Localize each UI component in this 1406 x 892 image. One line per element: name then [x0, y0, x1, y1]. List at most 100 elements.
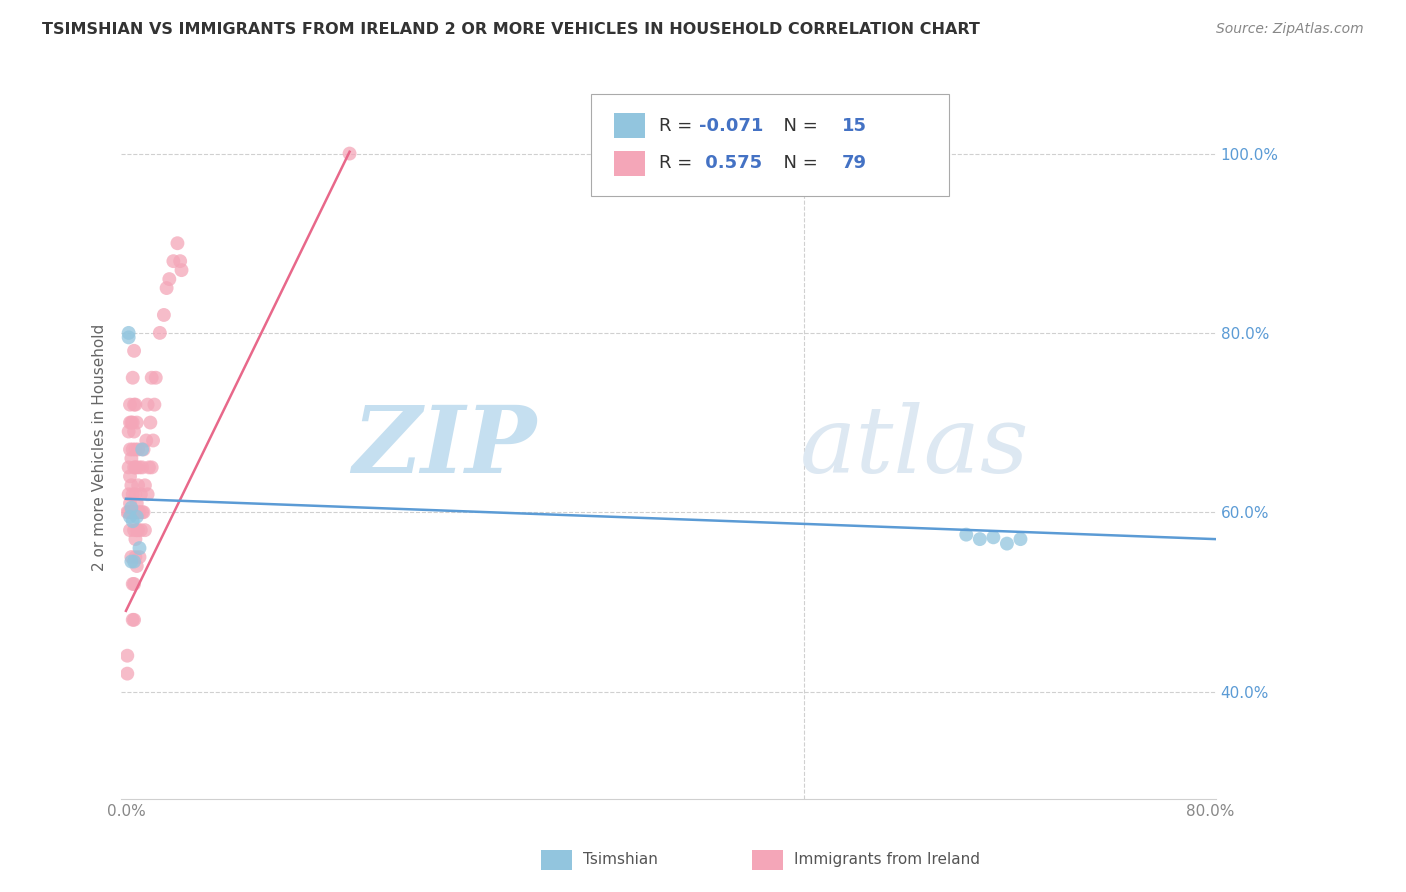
Point	[117, 648, 139, 663]
Point	[128, 541, 150, 555]
Text: TSIMSHIAN VS IMMIGRANTS FROM IRELAND 2 OR MORE VEHICLES IN HOUSEHOLD CORRELATION: TSIMSHIAN VS IMMIGRANTS FROM IRELAND 2 O…	[42, 22, 980, 37]
Point	[118, 487, 141, 501]
Point	[121, 487, 143, 501]
Text: 79: 79	[842, 154, 868, 172]
Point	[125, 559, 148, 574]
Point	[118, 398, 141, 412]
Point	[121, 577, 143, 591]
Y-axis label: 2 or more Vehicles in Household: 2 or more Vehicles in Household	[93, 324, 107, 571]
Point	[127, 442, 149, 457]
Point	[969, 532, 991, 546]
Text: Tsimshian: Tsimshian	[583, 853, 658, 867]
Point	[128, 550, 150, 565]
Point	[120, 505, 142, 519]
Point	[134, 523, 156, 537]
Point	[131, 442, 153, 457]
Point	[118, 326, 141, 340]
Point	[117, 666, 139, 681]
Point	[128, 460, 150, 475]
Point	[339, 146, 361, 161]
Point	[118, 425, 141, 439]
Point	[127, 523, 149, 537]
Point	[118, 416, 141, 430]
Text: Immigrants from Ireland: Immigrants from Ireland	[794, 853, 980, 867]
Point	[118, 330, 141, 344]
Point	[169, 254, 191, 268]
Point	[166, 236, 188, 251]
Point	[139, 416, 162, 430]
Point	[118, 496, 141, 510]
Point	[124, 442, 146, 457]
Point	[121, 514, 143, 528]
Point	[120, 550, 142, 565]
Point	[121, 416, 143, 430]
Point	[122, 577, 145, 591]
Point	[120, 555, 142, 569]
Point	[124, 532, 146, 546]
Point	[141, 460, 163, 475]
Text: -0.071: -0.071	[699, 117, 763, 135]
Point	[118, 442, 141, 457]
Point	[132, 505, 155, 519]
Point	[120, 451, 142, 466]
Point	[121, 613, 143, 627]
Point	[118, 509, 141, 524]
Point	[983, 530, 1005, 544]
Text: ZIP: ZIP	[353, 402, 537, 492]
Text: 0.575: 0.575	[699, 154, 762, 172]
Point	[125, 523, 148, 537]
Point	[124, 398, 146, 412]
Point	[122, 343, 145, 358]
Text: 15: 15	[842, 117, 868, 135]
Point	[125, 416, 148, 430]
Point	[122, 555, 145, 569]
Point	[995, 536, 1018, 550]
Point	[122, 460, 145, 475]
Point	[132, 442, 155, 457]
Point	[124, 487, 146, 501]
Point	[142, 434, 165, 448]
Point	[125, 496, 148, 510]
Point	[118, 505, 141, 519]
Point	[1010, 532, 1032, 546]
Text: N =: N =	[772, 117, 824, 135]
Point	[122, 505, 145, 519]
Point	[136, 487, 159, 501]
Point	[955, 527, 977, 541]
Point	[136, 398, 159, 412]
Point	[138, 460, 160, 475]
Point	[127, 478, 149, 492]
Text: R =: R =	[659, 154, 699, 172]
Point	[149, 326, 172, 340]
Point	[153, 308, 176, 322]
Point	[118, 469, 141, 483]
Text: N =: N =	[772, 154, 824, 172]
Point	[134, 478, 156, 492]
Point	[121, 442, 143, 457]
Point	[155, 281, 177, 295]
Point	[128, 505, 150, 519]
Point	[122, 425, 145, 439]
Point	[120, 500, 142, 515]
Text: R =: R =	[659, 117, 699, 135]
Point	[125, 509, 148, 524]
Point	[129, 523, 152, 537]
Point	[125, 460, 148, 475]
Text: Source: ZipAtlas.com: Source: ZipAtlas.com	[1216, 22, 1364, 37]
Point	[121, 505, 143, 519]
Point	[124, 460, 146, 475]
Point	[121, 370, 143, 384]
Point	[170, 263, 193, 277]
Point	[127, 505, 149, 519]
Point	[141, 370, 163, 384]
Point	[124, 505, 146, 519]
Point	[118, 460, 141, 475]
Point	[131, 505, 153, 519]
Point	[122, 613, 145, 627]
Point	[122, 398, 145, 412]
Text: atlas: atlas	[800, 402, 1029, 492]
Point	[122, 523, 145, 537]
Point	[129, 487, 152, 501]
Point	[157, 272, 180, 286]
Point	[117, 505, 139, 519]
